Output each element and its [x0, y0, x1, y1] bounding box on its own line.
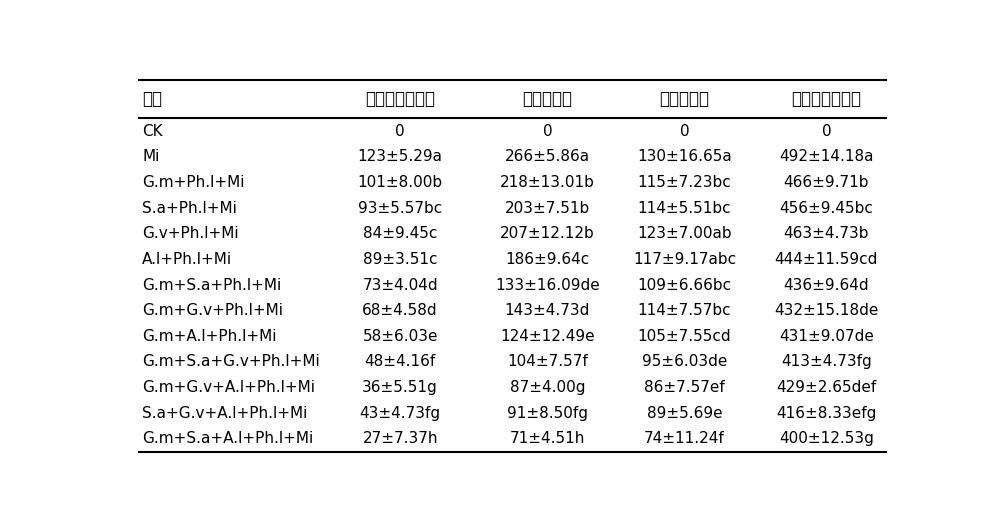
Text: 84±9.45c: 84±9.45c [363, 226, 437, 241]
Text: 466±9.71b: 466±9.71b [784, 175, 869, 190]
Text: 109±6.66bc: 109±6.66bc [637, 278, 732, 293]
Text: 0: 0 [543, 124, 552, 139]
Text: 413±4.73fg: 413±4.73fg [781, 355, 872, 369]
Text: 73±4.04d: 73±4.04d [362, 278, 438, 293]
Text: 117±9.17abc: 117±9.17abc [633, 252, 736, 267]
Text: 492±14.18a: 492±14.18a [779, 149, 874, 164]
Text: 431±9.07de: 431±9.07de [779, 329, 874, 344]
Text: 124±12.49e: 124±12.49e [500, 329, 595, 344]
Text: 123±7.00ab: 123±7.00ab [637, 226, 732, 241]
Text: G.m+G.v+Ph.l+Mi: G.m+G.v+Ph.l+Mi [142, 303, 283, 318]
Text: 416±8.33efg: 416±8.33efg [776, 406, 877, 421]
Text: 根内雌虫数: 根内雌虫数 [522, 90, 572, 109]
Text: 根内二龄幼虫数: 根内二龄幼虫数 [365, 90, 435, 109]
Text: S.a+G.v+A.l+Ph.l+Mi: S.a+G.v+A.l+Ph.l+Mi [142, 406, 307, 421]
Text: G.m+S.a+A.l+Ph.l+Mi: G.m+S.a+A.l+Ph.l+Mi [142, 431, 313, 446]
Text: 68±4.58d: 68±4.58d [362, 303, 438, 318]
Text: 203±7.51b: 203±7.51b [505, 201, 590, 216]
Text: S.a+Ph.l+Mi: S.a+Ph.l+Mi [142, 201, 237, 216]
Text: G.v+Ph.l+Mi: G.v+Ph.l+Mi [142, 226, 239, 241]
Text: 130±16.65a: 130±16.65a [637, 149, 732, 164]
Text: 单个卵囊含卵量: 单个卵囊含卵量 [791, 90, 861, 109]
Text: 36±5.51g: 36±5.51g [362, 380, 438, 395]
Text: 186±9.64c: 186±9.64c [505, 252, 590, 267]
Text: 43±4.73fg: 43±4.73fg [360, 406, 441, 421]
Text: G.m+S.a+G.v+Ph.l+Mi: G.m+S.a+G.v+Ph.l+Mi [142, 355, 320, 369]
Text: 71±4.51h: 71±4.51h [510, 431, 585, 446]
Text: 114±5.51bc: 114±5.51bc [638, 201, 731, 216]
Text: 266±5.86a: 266±5.86a [505, 149, 590, 164]
Text: 123±5.29a: 123±5.29a [358, 149, 443, 164]
Text: 143±4.73d: 143±4.73d [505, 303, 590, 318]
Text: 115±7.23bc: 115±7.23bc [638, 175, 731, 190]
Text: CK: CK [142, 124, 163, 139]
Text: 133±16.09de: 133±16.09de [495, 278, 600, 293]
Text: 89±3.51c: 89±3.51c [363, 252, 437, 267]
Text: Mi: Mi [142, 149, 159, 164]
Text: 429±2.65def: 429±2.65def [776, 380, 876, 395]
Text: 58±6.03e: 58±6.03e [362, 329, 438, 344]
Text: 根上卵囊数: 根上卵囊数 [660, 90, 710, 109]
Text: 436±9.64d: 436±9.64d [784, 278, 869, 293]
Text: 0: 0 [395, 124, 405, 139]
Text: 处理: 处理 [142, 90, 162, 109]
Text: 95±6.03de: 95±6.03de [642, 355, 727, 369]
Text: G.m+S.a+Ph.l+Mi: G.m+S.a+Ph.l+Mi [142, 278, 281, 293]
Text: G.m+Ph.l+Mi: G.m+Ph.l+Mi [142, 175, 245, 190]
Text: 456±9.45bc: 456±9.45bc [779, 201, 873, 216]
Text: 444±11.59cd: 444±11.59cd [775, 252, 878, 267]
Text: 27±7.37h: 27±7.37h [362, 431, 438, 446]
Text: 86±7.57ef: 86±7.57ef [644, 380, 725, 395]
Text: 93±5.57bc: 93±5.57bc [358, 201, 442, 216]
Text: 104±7.57f: 104±7.57f [507, 355, 588, 369]
Text: 105±7.55cd: 105±7.55cd [638, 329, 731, 344]
Text: G.m+A.l+Ph.l+Mi: G.m+A.l+Ph.l+Mi [142, 329, 277, 344]
Text: A.l+Ph.l+Mi: A.l+Ph.l+Mi [142, 252, 232, 267]
Text: 101±8.00b: 101±8.00b [358, 175, 443, 190]
Text: 91±8.50fg: 91±8.50fg [507, 406, 588, 421]
Text: 400±12.53g: 400±12.53g [779, 431, 874, 446]
Text: 432±15.18de: 432±15.18de [774, 303, 879, 318]
Text: 0: 0 [680, 124, 689, 139]
Text: 114±7.57bc: 114±7.57bc [638, 303, 731, 318]
Text: 74±11.24f: 74±11.24f [644, 431, 725, 446]
Text: 0: 0 [822, 124, 831, 139]
Text: 89±5.69e: 89±5.69e [647, 406, 722, 421]
Text: 87±4.00g: 87±4.00g [510, 380, 585, 395]
Text: G.m+G.v+A.l+Ph.l+Mi: G.m+G.v+A.l+Ph.l+Mi [142, 380, 315, 395]
Text: 218±13.01b: 218±13.01b [500, 175, 595, 190]
Text: 207±12.12b: 207±12.12b [500, 226, 595, 241]
Text: 463±4.73b: 463±4.73b [784, 226, 869, 241]
Text: 48±4.16f: 48±4.16f [364, 355, 436, 369]
